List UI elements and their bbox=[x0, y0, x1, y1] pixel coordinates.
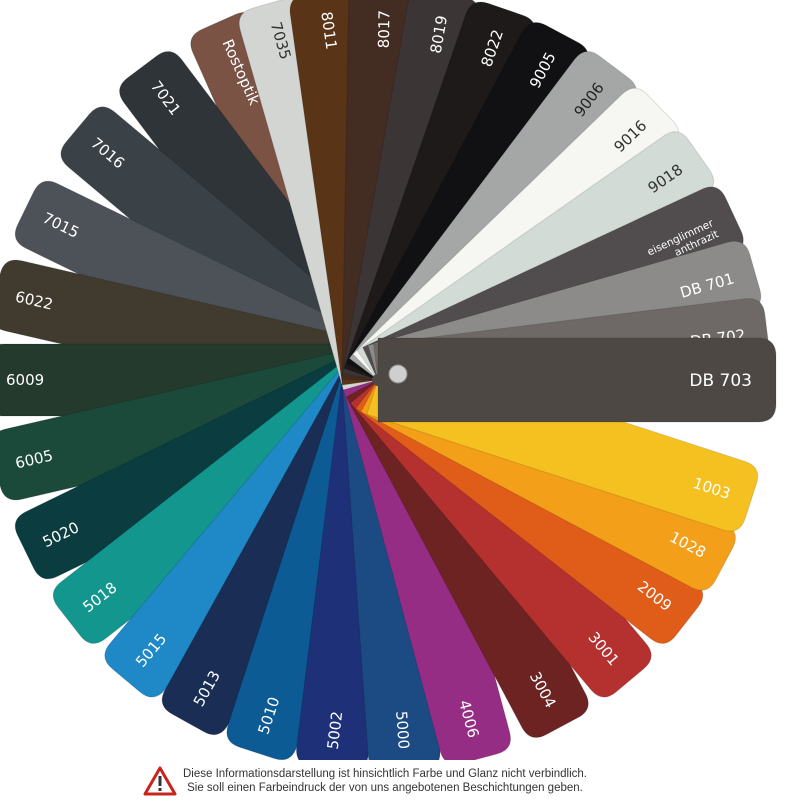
swatch-db-703: DB 703 bbox=[377, 337, 777, 423]
swatch-label: 8017 bbox=[375, 10, 394, 48]
swatch-card bbox=[377, 337, 777, 423]
grommet-icon bbox=[388, 364, 408, 384]
swatch-label: 6009 bbox=[6, 371, 44, 389]
swatch-6005: 6005 bbox=[0, 344, 387, 501]
warning-triangle-icon bbox=[143, 766, 177, 796]
swatch-card bbox=[0, 344, 387, 501]
swatch-label: 8011 bbox=[317, 10, 340, 50]
disclaimer-notice: Diese Informationsdarstellung ist hinsic… bbox=[143, 766, 743, 798]
fan-hub bbox=[372, 374, 384, 386]
color-fan-svg: Rostoptik7021701670156022600960055020501… bbox=[0, 0, 777, 760]
swatch-label: DB 703 bbox=[689, 371, 752, 391]
swatch-label: 5000 bbox=[392, 710, 413, 749]
disclaimer-line-1: Diese Informationsdarstellung ist hinsic… bbox=[183, 768, 587, 780]
disclaimer-text: Diese Informationsdarstellung ist hinsic… bbox=[183, 767, 587, 795]
swatch-label: 5002 bbox=[324, 710, 347, 750]
color-fan-deck: Rostoptik 7021 7016 7015 6022 6009 6005 5020 501… bbox=[0, 0, 777, 760]
disclaimer-line-2: Sie soll einen Farbeindruck der von uns … bbox=[187, 782, 583, 794]
